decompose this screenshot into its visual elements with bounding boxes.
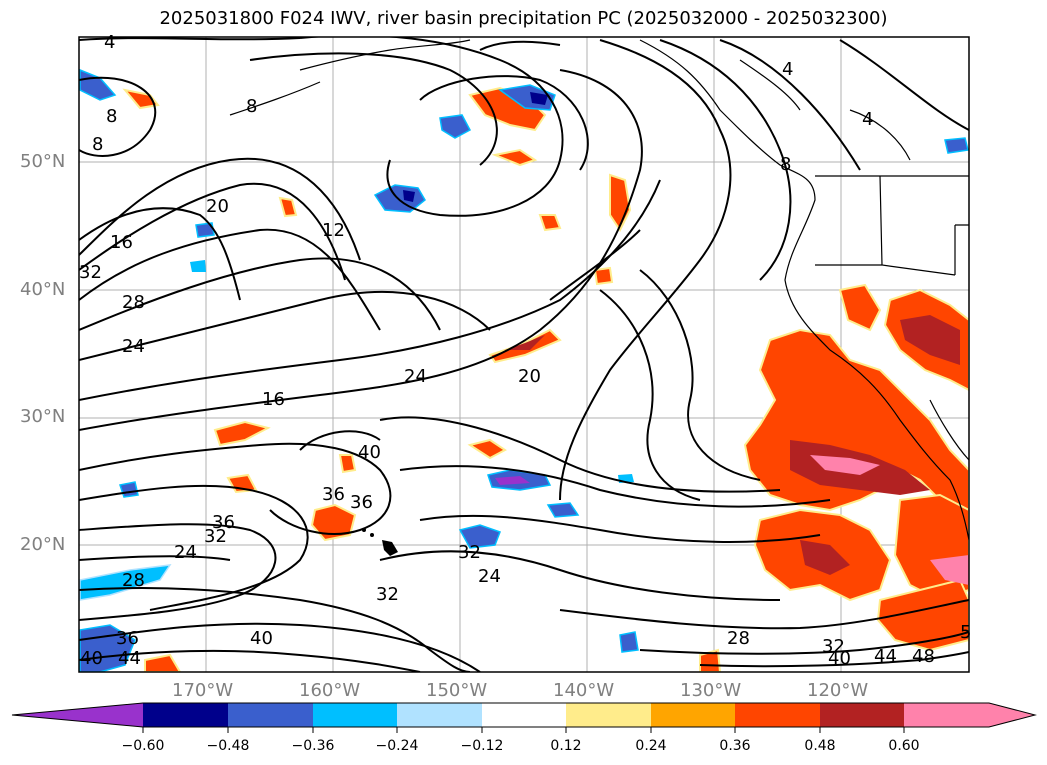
- colorbar-tick-label: −0.36: [291, 738, 335, 754]
- map-frame: [78, 36, 970, 673]
- contour-label: 8: [92, 134, 103, 155]
- contour-label: 16: [110, 232, 133, 253]
- contour-label: 12: [322, 220, 345, 241]
- colorbar-tick-label: 0.48: [804, 738, 836, 754]
- contour-label: 4: [782, 59, 793, 80]
- contour-label: 40: [828, 648, 851, 669]
- coastlines: [229, 39, 969, 541]
- contour-label: 36: [212, 512, 235, 533]
- lon-label: 120°W: [807, 680, 869, 701]
- contour-label: 24: [174, 542, 197, 563]
- colorbar-swatch: [566, 703, 651, 727]
- colorbar-tick-label: −0.48: [206, 738, 250, 754]
- contour-label: 8: [246, 96, 257, 117]
- lat-label: 20°N: [20, 534, 66, 555]
- contour-label: 40: [358, 442, 381, 463]
- contour-label: 4: [104, 32, 115, 53]
- colorbar-tick-label: −0.24: [375, 738, 419, 754]
- hawaii-islands: [362, 528, 398, 556]
- colorbar-swatch: [397, 703, 482, 727]
- contour-label: 8: [780, 154, 791, 175]
- colorbar: [11, 702, 1037, 733]
- lon-label: 130°W: [680, 680, 742, 701]
- colorbar-swatch: [989, 703, 1035, 727]
- contour-label: 32: [458, 542, 481, 563]
- contour-label: 40: [250, 628, 273, 649]
- contour-label: 44: [118, 648, 141, 669]
- contour-label: 20: [518, 366, 541, 387]
- lon-label: 140°W: [553, 680, 615, 701]
- colorbar-swatch: [735, 703, 820, 727]
- lon-label: 150°W: [426, 680, 488, 701]
- contour-label: 16: [262, 389, 285, 410]
- contour-label: 32: [822, 636, 845, 657]
- contour-label: 28: [122, 292, 145, 313]
- lon-label: 170°W: [172, 680, 234, 701]
- contour-label: 32: [79, 262, 102, 283]
- contour-label: 32: [376, 584, 399, 605]
- iwv-contours: [79, 37, 969, 672]
- contour-label: 5: [960, 622, 971, 643]
- contour-label: 32: [204, 526, 227, 547]
- contour-label: 28: [727, 628, 750, 649]
- contour-labels: 4 8 8 8 4 4 8 20 16 12 32 28 24 16 24 20…: [79, 32, 971, 669]
- colorbar-tick-label: −0.12: [460, 738, 504, 754]
- contour-label: 4: [862, 109, 873, 130]
- colorbar-swatch: [904, 703, 989, 727]
- colorbar-tick-label: −0.60: [121, 738, 165, 754]
- contour-label: 24: [122, 336, 145, 357]
- colorbar-tick-label: 0.24: [635, 738, 667, 754]
- lat-label: 30°N: [20, 406, 66, 427]
- contour-label: 36: [322, 484, 345, 505]
- contour-label: 24: [478, 566, 501, 587]
- precip-negative-shading: [79, 68, 969, 672]
- contour-label: 28: [122, 570, 145, 591]
- colorbar-swatch: [482, 703, 566, 727]
- contour-label: 36: [350, 492, 373, 513]
- colorbar-swatch: [143, 703, 228, 727]
- contour-label: 36: [116, 628, 139, 649]
- contour-label: 48: [912, 646, 935, 667]
- colorbar-swatch: [820, 703, 904, 727]
- colorbar-swatch: [228, 703, 313, 727]
- lat-label: 50°N: [20, 151, 66, 172]
- contour-label: 44: [874, 646, 897, 667]
- contour-label: 40: [80, 648, 103, 669]
- contour-label: 20: [206, 196, 229, 217]
- colorbar-swatch: [12, 703, 143, 727]
- lon-label: 160°W: [299, 680, 361, 701]
- colorbar-swatch: [651, 703, 735, 727]
- chart-title: 2025031800 F024 IWV, river basin precipi…: [159, 8, 888, 29]
- precip-positive-shading: [122, 86, 969, 672]
- colorbar-tick-label: 0.36: [719, 738, 751, 754]
- contour-label: 8: [106, 106, 117, 127]
- colorbar-swatch: [313, 703, 397, 727]
- lat-label: 40°N: [20, 279, 66, 300]
- colorbar-tick-label: 0.60: [888, 738, 920, 754]
- colorbar-tick-label: 0.12: [550, 738, 582, 754]
- contour-label: 24: [404, 366, 427, 387]
